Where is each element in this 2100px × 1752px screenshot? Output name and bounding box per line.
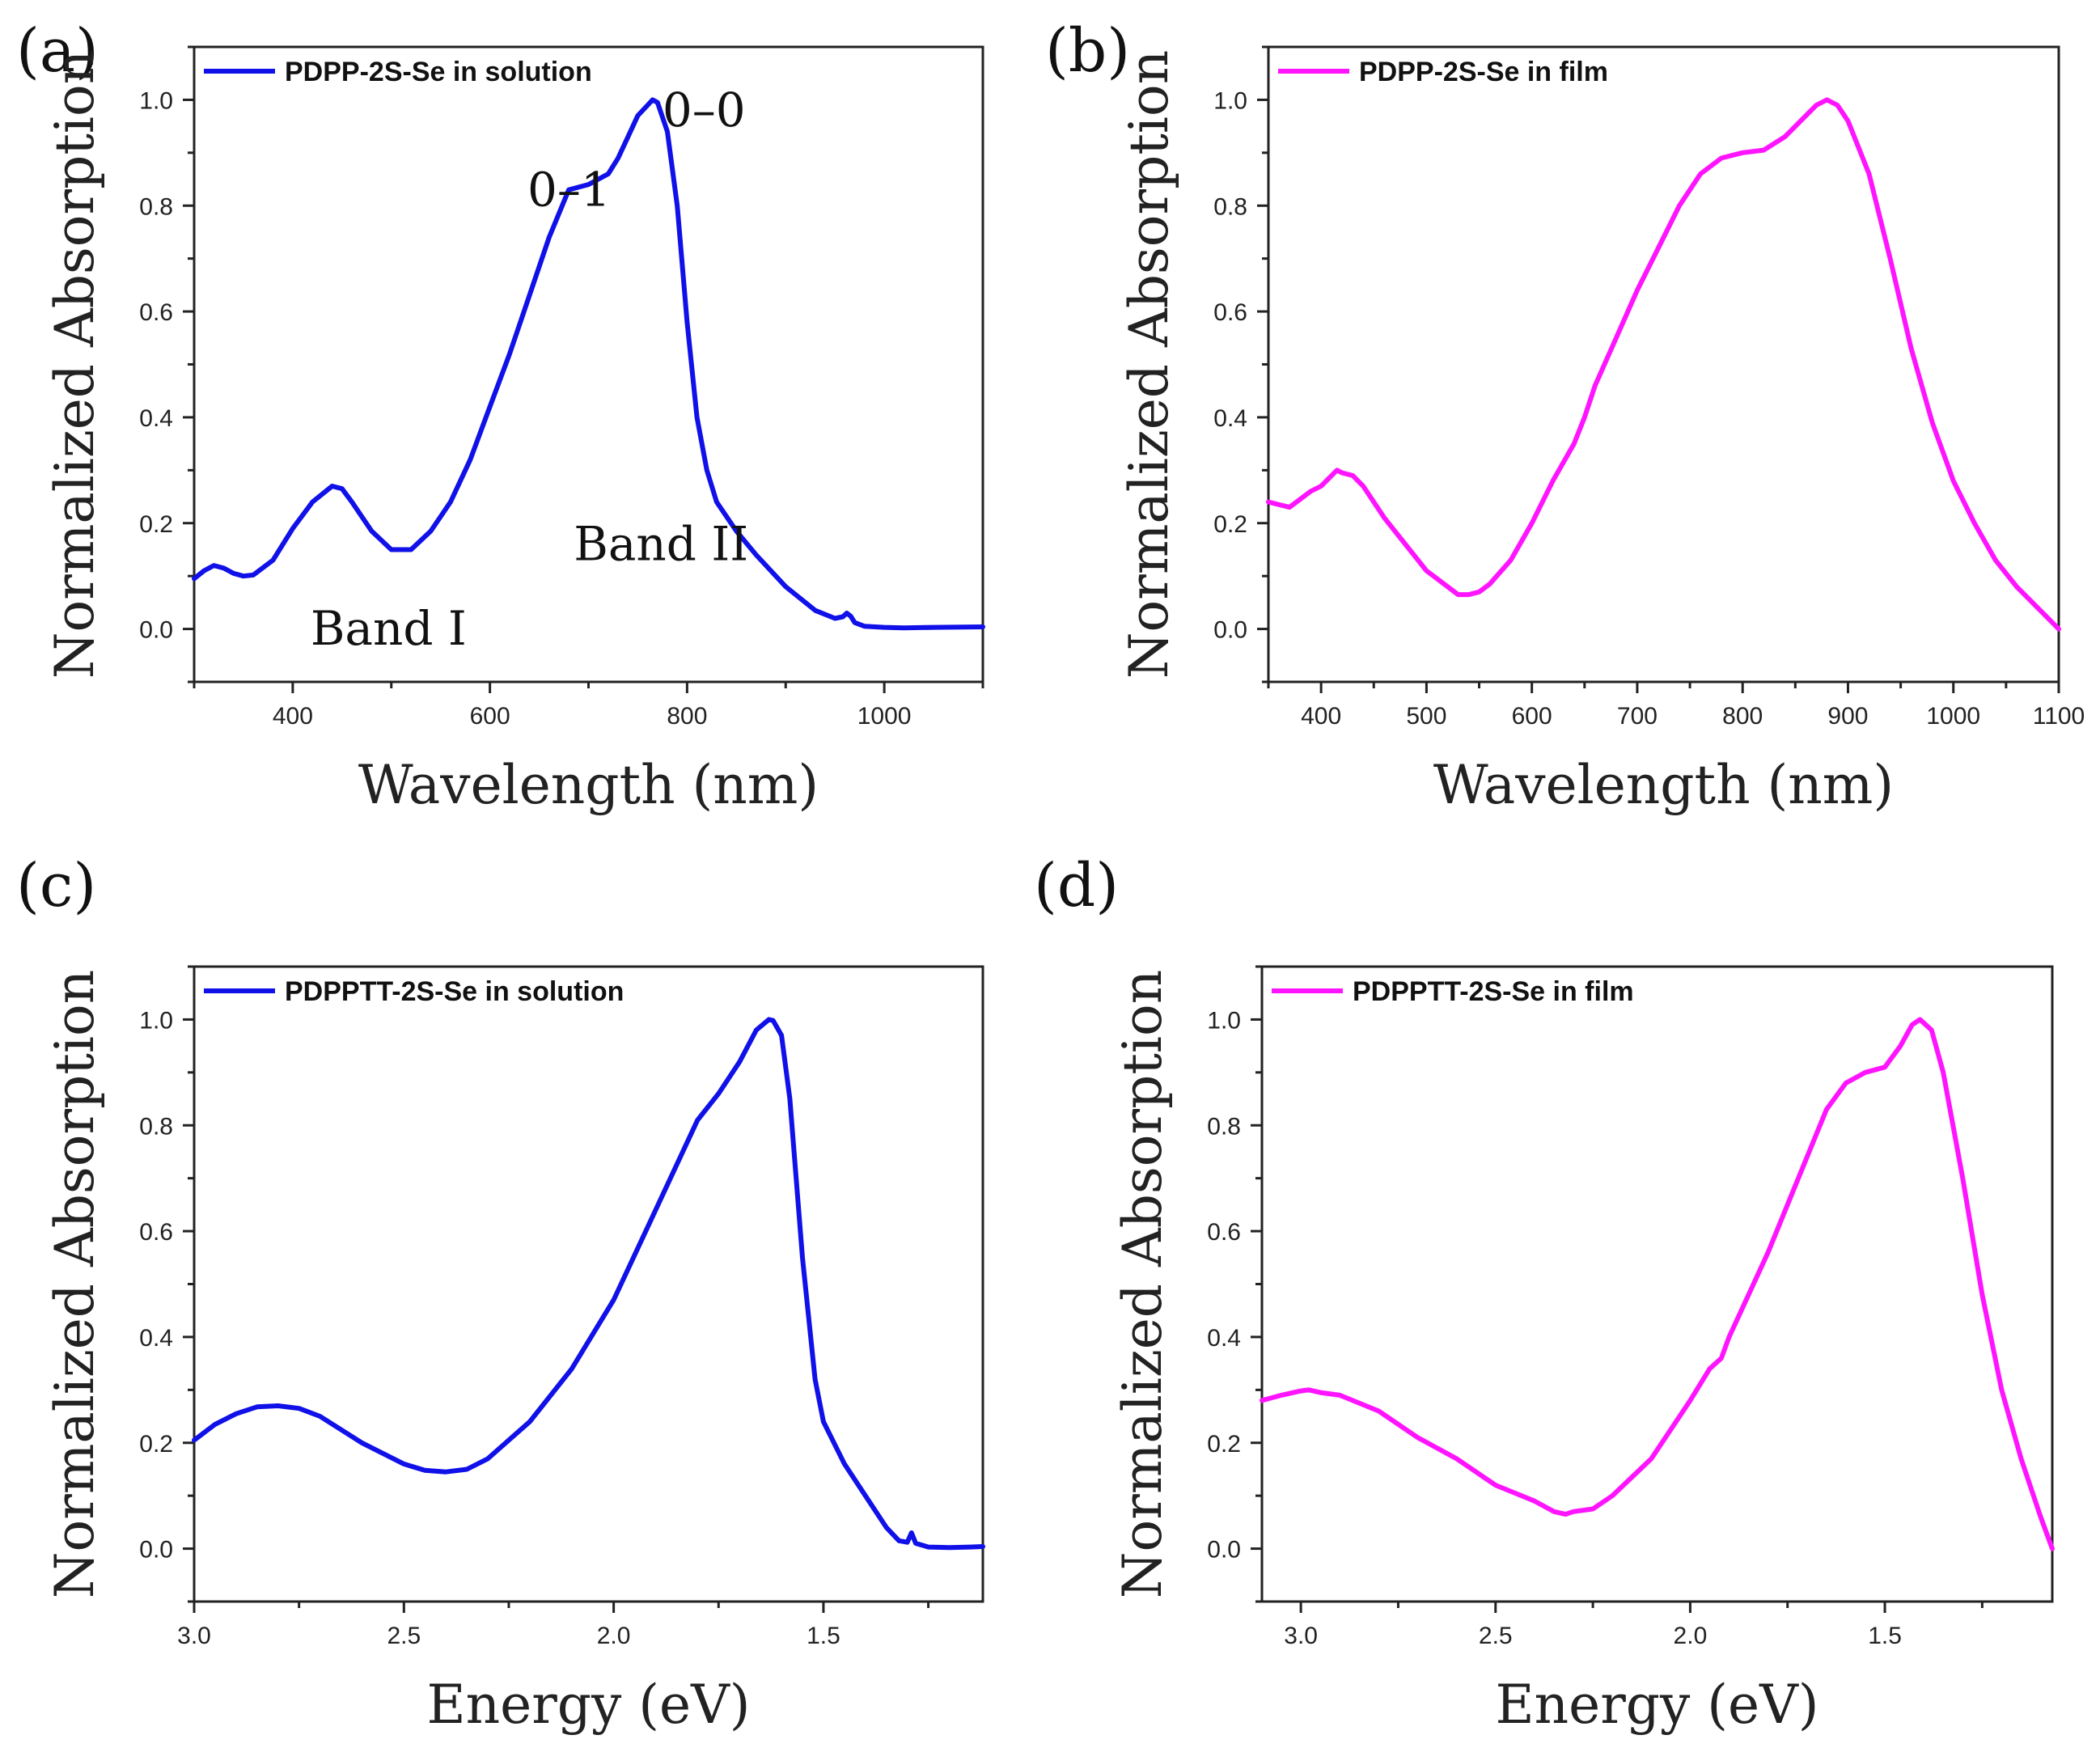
y-tick-label: 1.0 [139, 1007, 173, 1034]
x-tick-label: 400 [273, 703, 313, 730]
chart-panel-a: 400 600 800 1000 0.0 0.2 0.4 0.6 0.8 1.0 Wavelengt… [44, 45, 985, 816]
chart-panel-d: 3.0 2.5 2.0 1.5 0.0 0.2 0.4 0.6 0.8 1.0 Energy (eV… [1111, 965, 2055, 1736]
x-tick-label: 1000 [857, 703, 912, 730]
y-tick-label: 0.2 [139, 511, 173, 538]
y-axis-title: Normalized Absorption [1118, 50, 1180, 679]
series-line [192, 97, 985, 631]
x-axis-title: Energy (eV) [426, 1674, 750, 1736]
x-tick-label: 400 [1301, 703, 1341, 730]
x-tick-label: 900 [1827, 703, 1868, 730]
y-tick-label: 0.0 [1213, 617, 1247, 644]
x-tick-label: 2.5 [1479, 1623, 1513, 1649]
x-tick-label: 2.0 [597, 1623, 631, 1649]
x-tick-label: 2.5 [387, 1623, 421, 1649]
panel-label-b: (b) [1045, 16, 1130, 86]
x-tick-label: 2.0 [1674, 1623, 1708, 1649]
panel-label-c: (c) [16, 851, 96, 920]
y-tick-label: 0.4 [1207, 1325, 1241, 1352]
y-tick-label: 1.0 [1207, 1007, 1241, 1034]
series-line [1260, 1017, 2055, 1551]
annotation-label: 0–0 [663, 83, 746, 138]
annotation-label: Band I [311, 601, 467, 656]
x-axis-title: Wavelength (nm) [1433, 754, 1894, 816]
panel-label-a: (a) [16, 16, 99, 86]
series-line [1266, 97, 2061, 632]
y-tick-label: 0.0 [139, 1537, 173, 1564]
y-tick-label: 0.2 [139, 1431, 173, 1458]
x-tick-label: 3.0 [177, 1623, 211, 1649]
x-tick-label: 3.0 [1284, 1623, 1318, 1649]
y-tick-label: 0.4 [139, 1325, 173, 1352]
y-tick-label: 0.6 [139, 299, 173, 326]
y-tick-label: 0.2 [1207, 1431, 1241, 1458]
y-axis-title: Normalized Absorption [44, 50, 106, 679]
y-tick-label: 0.8 [1207, 1113, 1241, 1140]
annotation-label: 0–1 [527, 162, 611, 217]
legend-label: PDPPTT-2S-Se in solution [285, 976, 624, 1007]
y-tick-label: 1.0 [1213, 87, 1247, 114]
x-tick-label: 1100 [2033, 703, 2085, 730]
x-tick-label: 1000 [1926, 703, 1980, 730]
y-tick-label: 0.0 [1207, 1537, 1241, 1564]
y-tick-label: 0.2 [1213, 511, 1247, 538]
panel-label-d: (d) [1034, 851, 1119, 920]
x-tick-label: 1.5 [807, 1623, 840, 1649]
legend-label: PDPP-2S-Se in film [1359, 57, 1608, 87]
y-tick-label: 0.6 [1213, 299, 1247, 326]
legend-label: PDPPTT-2S-Se in film [1353, 976, 1634, 1007]
y-tick-label: 0.6 [1207, 1219, 1241, 1246]
y-tick-label: 1.0 [139, 87, 173, 114]
x-tick-label: 600 [1512, 703, 1552, 730]
y-tick-label: 0.8 [139, 193, 173, 220]
chart-panel-b: 400 500 600 700 800 900 1000 1100 0.0 0.2 0.4 0.6 0.… [1118, 45, 2085, 816]
y-axis-title: Normalized Absorption [1111, 970, 1174, 1598]
y-tick-label: 0.4 [139, 405, 173, 432]
chart-panel-c: 3.0 2.5 2.0 1.5 0.0 0.2 0.4 0.6 0.8 1.0 Energy (eV… [44, 965, 985, 1736]
y-tick-label: 0.4 [1213, 405, 1247, 432]
x-tick-label: 1.5 [1868, 1623, 1902, 1649]
x-tick-label: 800 [1722, 703, 1763, 730]
annotation-label: Band II [574, 517, 748, 572]
y-tick-label: 0.0 [139, 617, 173, 644]
series-line [192, 1017, 985, 1551]
x-tick-label: 600 [470, 703, 510, 730]
x-tick-label: 800 [667, 703, 707, 730]
y-axis-title: Normalized Absorption [44, 970, 106, 1598]
x-axis-title: Energy (eV) [1495, 1674, 1818, 1736]
x-tick-label: 500 [1406, 703, 1446, 730]
x-tick-label: 700 [1617, 703, 1658, 730]
legend-label: PDPP-2S-Se in solution [285, 57, 592, 87]
x-axis-title: Wavelength (nm) [358, 754, 819, 816]
y-tick-label: 0.8 [139, 1113, 173, 1140]
y-tick-label: 0.8 [1213, 193, 1247, 220]
y-tick-label: 0.6 [139, 1219, 173, 1246]
